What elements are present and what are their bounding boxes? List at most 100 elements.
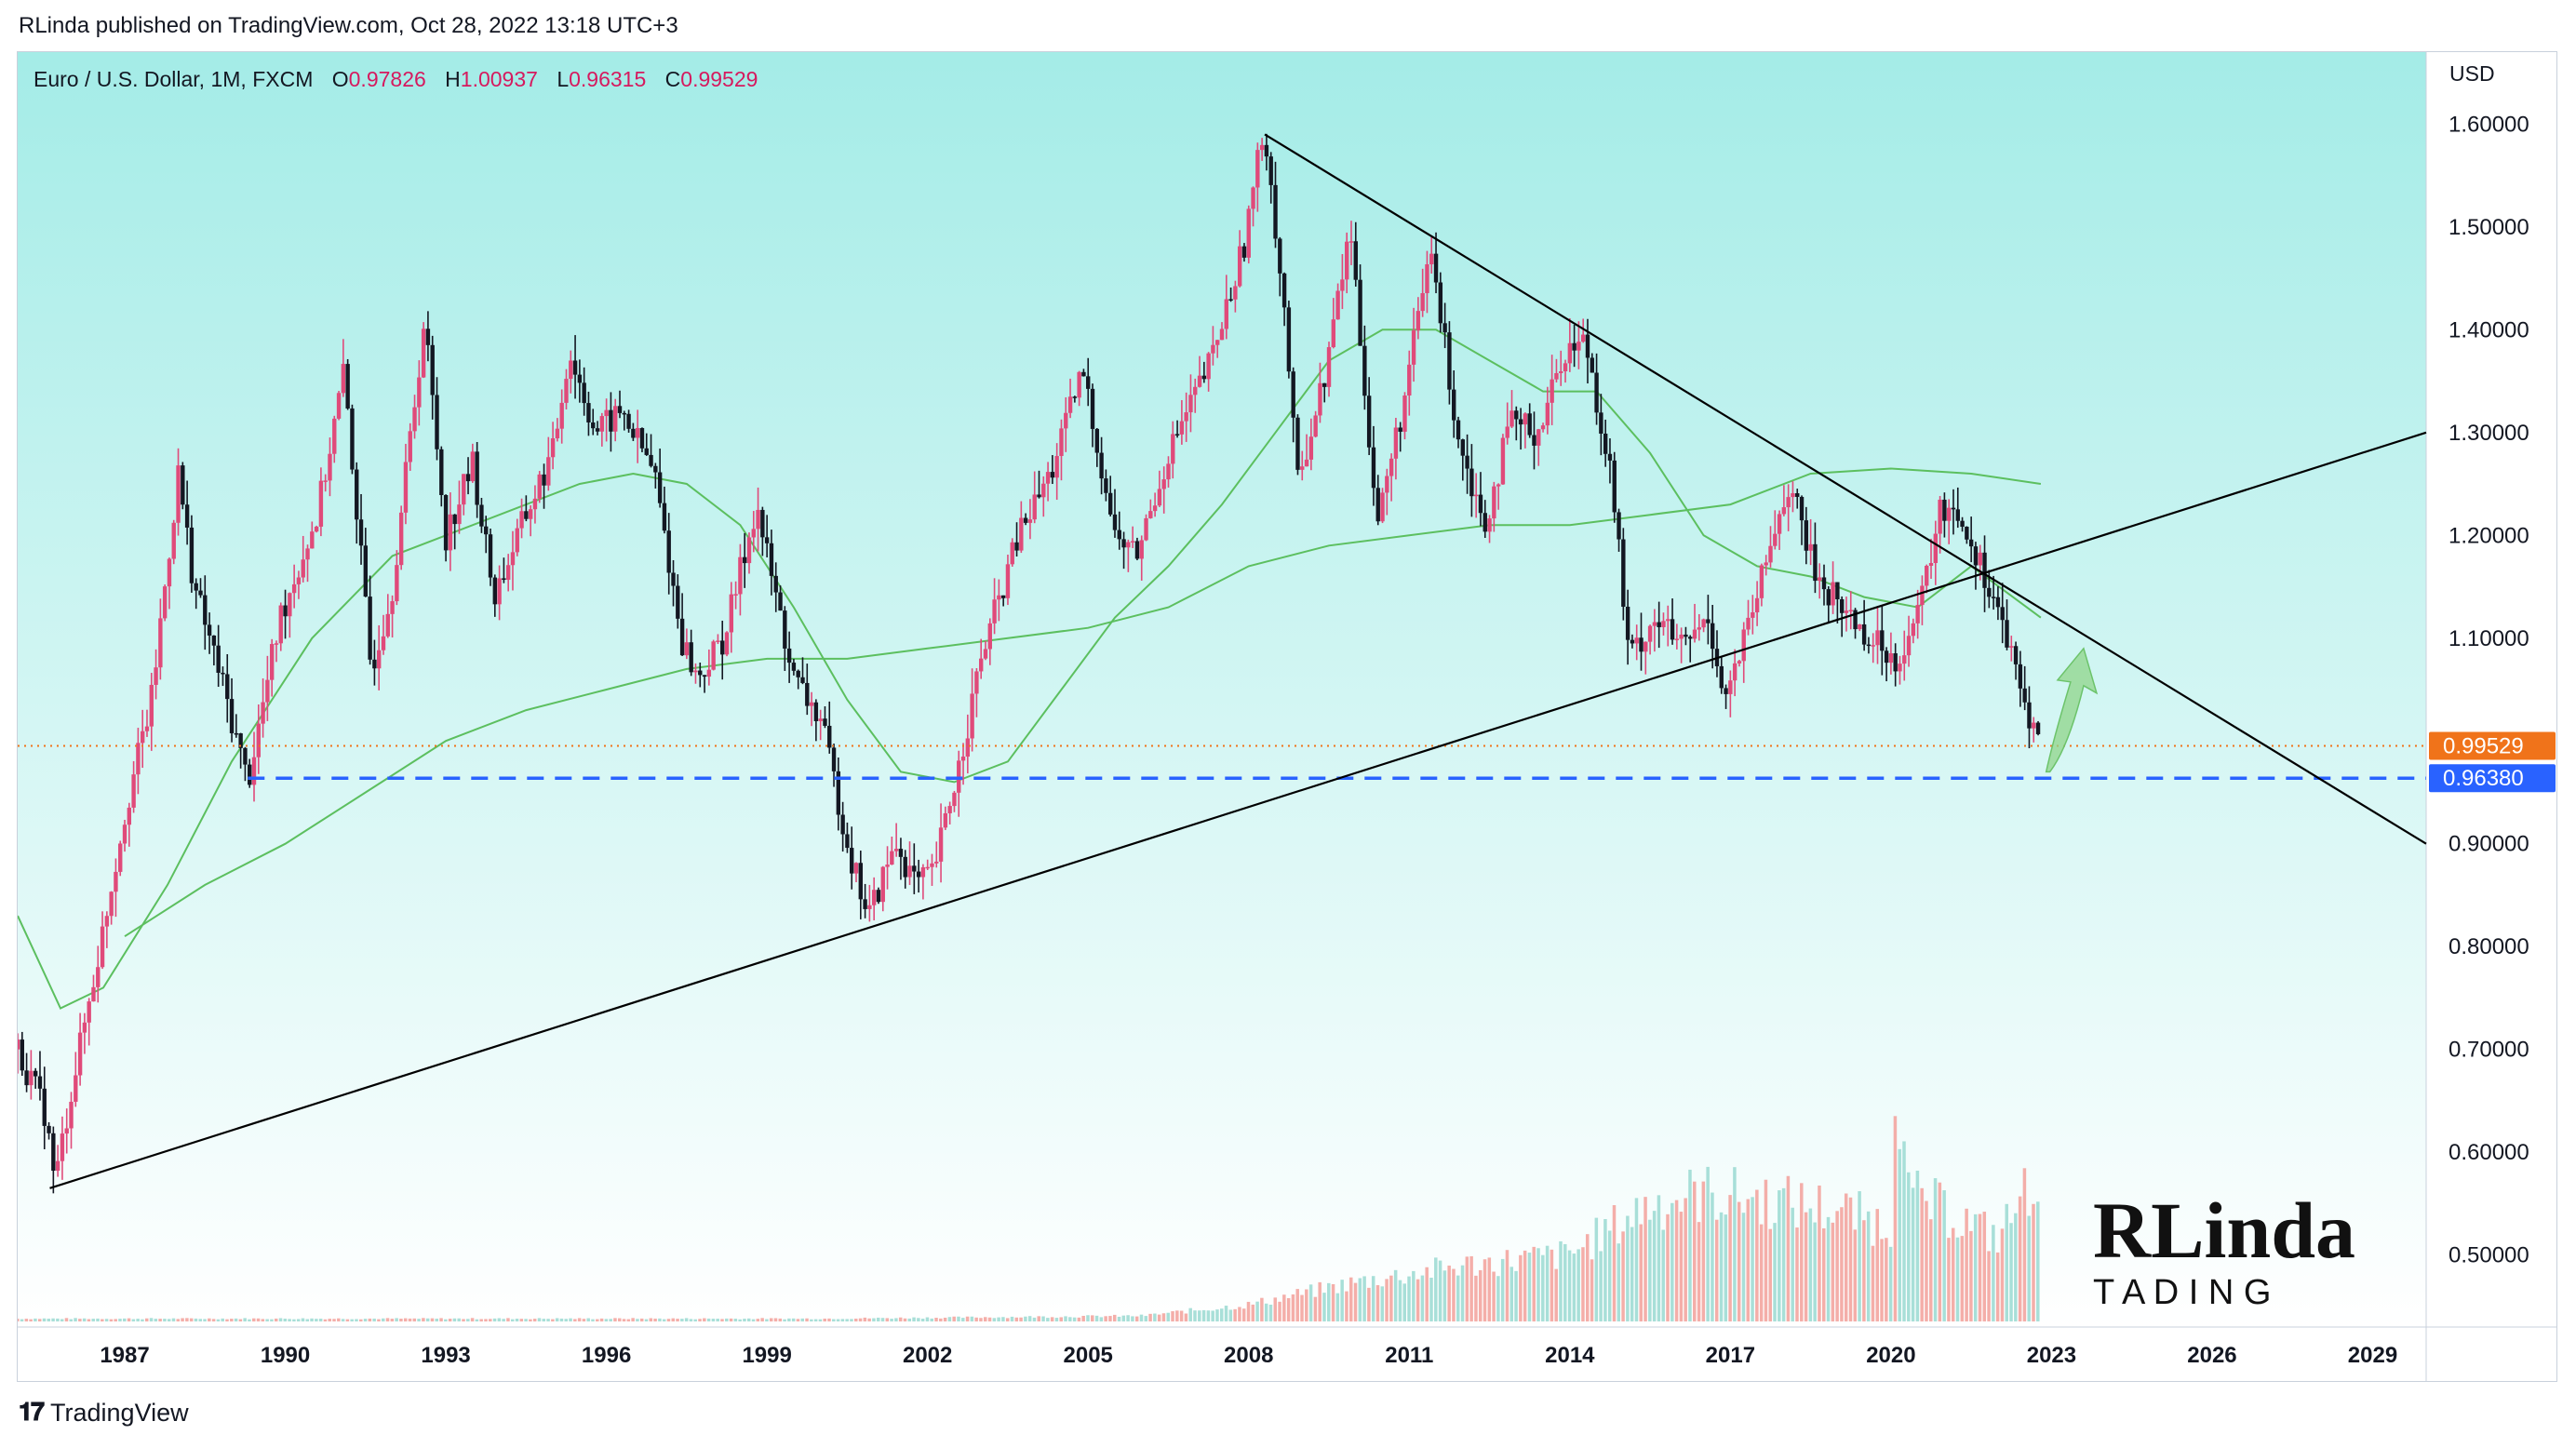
volume-bar [1509,1267,1514,1321]
candle-body [332,418,337,454]
volume-bar [225,1319,229,1321]
volume-bar [1402,1283,1406,1321]
candle-body [992,599,997,623]
volume-bar [1778,1190,1781,1321]
tradingview-footer[interactable]: 𝟏𝟕 TradingView [19,1398,189,1428]
ascending-trendline [49,431,2427,1189]
volume-bar [1875,1209,1880,1321]
volume-bar [234,1318,238,1321]
candle-body [1942,499,1947,521]
candle-body [1206,353,1211,380]
candle-body [2027,702,2032,729]
candle-body [836,771,841,815]
volume-bar [1711,1192,1714,1321]
x-tick-label: 2005 [1064,1343,1113,1368]
volume-bar [947,1317,952,1321]
candle-body [1853,610,1858,630]
volume-bar [1786,1175,1791,1321]
volume-bar [1594,1217,1599,1321]
volume-bar [1536,1248,1540,1321]
y-tick-label: 0.80000 [2449,934,2529,959]
candle-body [649,454,653,466]
volume-bar [345,1319,350,1321]
candle-body [880,866,885,903]
candle-body [1241,246,1247,258]
volume-bar [24,1319,29,1321]
volume-bar [1255,1301,1259,1321]
volume-bar [1612,1205,1617,1321]
candle-body [2000,607,2005,621]
volume-bar [1086,1315,1090,1321]
candle-body [1514,410,1519,420]
volume-bar [1148,1313,1152,1321]
volume-bar [1911,1187,1915,1321]
candle-body [676,585,680,619]
candle-body [1679,634,1684,639]
candle-body [355,469,359,520]
support-price-badge [2429,764,2556,793]
chart-pane[interactable]: 1.60000 1.50000 1.40000 1.30000 1.20000 1.100… [17,51,2557,1382]
candle-body [1420,293,1425,312]
candle-body [457,504,462,525]
candle-body [863,899,867,909]
candle-body [631,428,636,438]
candle-body [1429,253,1434,265]
volume-bar [1367,1287,1371,1321]
fast-ma [18,328,2042,1010]
candle-body [33,1070,38,1077]
volume-bar [350,1319,354,1321]
candle-body [1134,541,1140,559]
candle-body [1581,334,1586,342]
candle-body [1067,396,1073,413]
low-value: 0.96315 [569,67,647,91]
candle-body [979,658,984,672]
volume-bar [1032,1317,1037,1321]
candle-body [1201,375,1207,380]
candle-body [764,537,770,543]
candle-body [934,861,939,864]
volume-bar [1590,1259,1594,1321]
volume-bar [1808,1208,1813,1321]
volume-bar [127,1318,131,1321]
candle-body [341,364,346,394]
x-tick-label: 2017 [1706,1343,1755,1368]
volume-bar [1532,1246,1536,1321]
volume-bar [760,1318,764,1321]
candle-body [1554,372,1559,380]
volume-bar [939,1318,943,1321]
volume-bar [502,1319,505,1321]
symbol-legend: Euro / U.S. Dollar, 1M, FXCM O0.97826 H1… [34,67,758,92]
volume-bar [310,1318,314,1321]
candle-body [1688,637,1693,639]
candle-body [1804,520,1809,551]
volume-bar [506,1318,510,1321]
volume-bar [983,1317,987,1321]
volume-bar [2018,1196,2022,1321]
close-price-badge-text: 0.99529 [2443,733,2524,758]
volume-bar [1246,1301,1251,1321]
volume-bar [1639,1224,1644,1321]
candle-body [1684,634,1688,637]
candle-body [1647,625,1653,642]
x-tick-label: 1993 [421,1343,470,1368]
price-chart[interactable]: 1.60000 1.50000 1.40000 1.30000 1.20000 1.100… [18,52,2557,1382]
candle-body [1064,412,1068,429]
candle-body [1612,460,1617,513]
volume-bar [1982,1212,1987,1321]
volume-bar [2032,1203,2035,1321]
candle-body [421,328,426,378]
volume-bar [854,1318,858,1321]
volume-bar [1166,1312,1170,1321]
volume-bar [662,1319,666,1321]
x-tick-label: 1987 [100,1343,149,1368]
volume-bar [1505,1250,1509,1321]
volume-bar [716,1319,719,1321]
candle-body [87,1001,91,1023]
volume-bar [448,1319,452,1321]
candle-body [1764,562,1768,566]
volume-bar [1483,1259,1487,1321]
candle-body [301,559,305,578]
volume-bar [1201,1309,1206,1321]
volume-bar [412,1318,417,1321]
volume-bar [1848,1197,1853,1321]
